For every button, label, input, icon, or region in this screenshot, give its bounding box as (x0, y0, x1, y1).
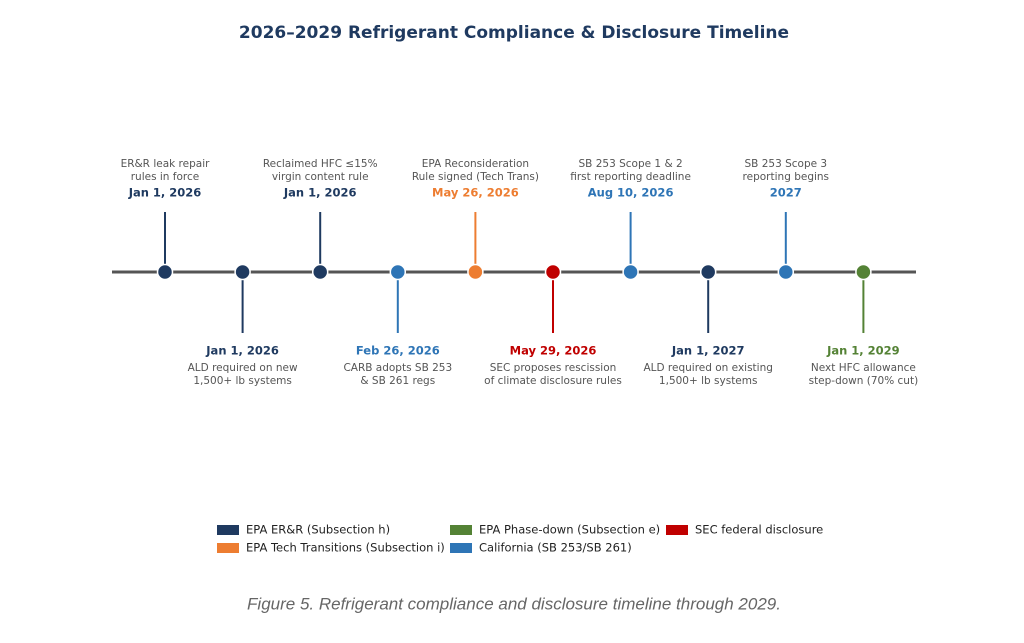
event-description: EPA Reconsideration (422, 158, 529, 170)
caption: Figure 5. Refrigerant compliance and dis… (247, 594, 781, 613)
event-dot (467, 263, 484, 281)
event-description: ALD required on new (188, 362, 298, 374)
event-description: Next HFC allowance (811, 362, 916, 374)
event-dot (389, 263, 407, 281)
event-date: May 26, 2026 (432, 186, 519, 200)
legend-swatch (217, 543, 239, 553)
event-description: CARB adopts SB 253 (343, 362, 452, 374)
legend-swatch (217, 525, 239, 535)
title: 2026–2029 Refrigerant Compliance & Discl… (239, 23, 789, 43)
event-description: rules in force (131, 171, 200, 183)
event-description: ALD required on existing (643, 362, 772, 374)
legend-swatch (666, 525, 688, 535)
event-description: 1,500+ lb systems (659, 375, 758, 387)
event-date: Aug 10, 2026 (588, 186, 674, 200)
event-description: SB 253 Scope 3 (745, 158, 828, 170)
legend-swatch (450, 525, 472, 535)
event-dot (156, 263, 174, 281)
event-description: Rule signed (Tech Trans) (412, 171, 539, 183)
event-description: SB 253 Scope 1 & 2 (579, 158, 683, 170)
legend-label: SEC federal disclosure (695, 523, 823, 537)
event-dot (622, 263, 639, 281)
event-dot (544, 263, 562, 281)
legend-label: California (SB 253/SB 261) (479, 541, 632, 555)
event-dot (855, 263, 872, 281)
event-dot (311, 263, 329, 281)
event-date: Jan 1, 2029 (826, 344, 900, 358)
event-description: of climate disclosure rules (484, 375, 622, 387)
legend-label: EPA Tech Transitions (Subsection i) (246, 541, 445, 555)
event-description: first reporting deadline (570, 171, 691, 183)
event-date: May 29, 2026 (510, 344, 597, 358)
event-date: Jan 1, 2026 (283, 186, 357, 200)
event-description: Reclaimed HFC ≤15% (263, 158, 378, 170)
event-date: Jan 1, 2026 (128, 186, 202, 200)
event-description: SEC proposes rescission (490, 362, 617, 374)
event-description: step-down (70% cut) (809, 375, 919, 387)
legend-label: EPA ER&R (Subsection h) (246, 523, 390, 537)
event-dot (699, 263, 717, 281)
event-date: Feb 26, 2026 (356, 344, 440, 358)
legend-label: EPA Phase-down (Subsection e) (479, 523, 660, 537)
legend-swatch (450, 543, 472, 553)
event-date: Jan 1, 2027 (671, 344, 745, 358)
event-description: ER&R leak repair (121, 158, 211, 170)
event-description: reporting begins (743, 171, 829, 183)
event-description: 1,500+ lb systems (193, 375, 292, 387)
event-dot (777, 263, 795, 281)
event-dot (234, 263, 251, 281)
event-description: & SB 261 regs (360, 375, 435, 387)
event-date: 2027 (770, 186, 802, 200)
event-description: virgin content rule (272, 171, 369, 183)
event-date: Jan 1, 2026 (205, 344, 279, 358)
